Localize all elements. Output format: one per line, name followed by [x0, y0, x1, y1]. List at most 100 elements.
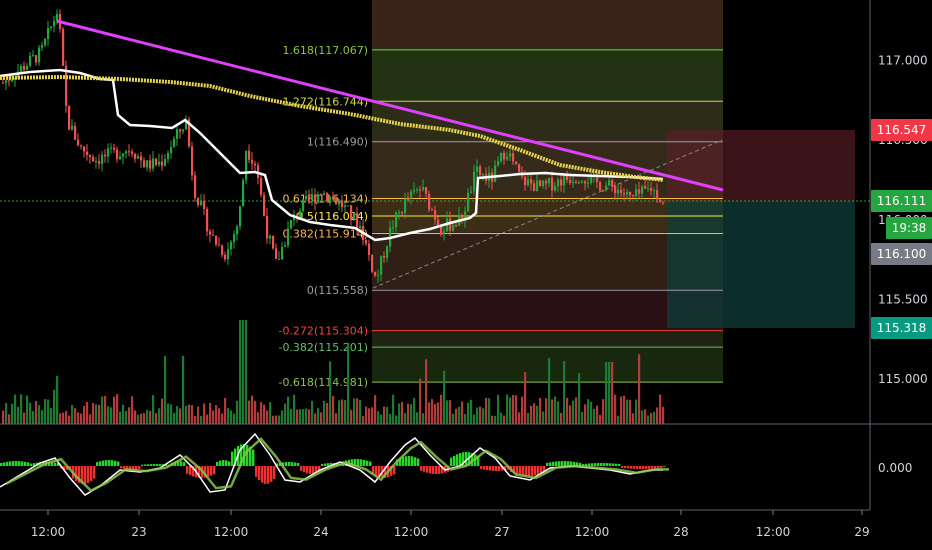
macd-histogram-bar: [426, 466, 429, 473]
macd-histogram-bar: [285, 462, 288, 466]
candle-body: [62, 28, 65, 66]
volume-bar: [353, 398, 356, 424]
volume-bar: [386, 406, 389, 424]
volume-bar: [470, 399, 473, 424]
volume-bar: [260, 402, 263, 424]
macd-histogram-bar: [258, 466, 261, 481]
macd-histogram-bar: [327, 463, 330, 466]
macd-histogram-bar: [600, 463, 603, 466]
volume-bar: [128, 407, 131, 424]
macd-histogram-bar: [546, 462, 549, 466]
candle-body: [239, 206, 242, 227]
macd-histogram-bar: [654, 466, 657, 469]
volume-bar: [359, 399, 362, 424]
macd-axis[interactable]: 0.000: [878, 461, 912, 475]
fib-zone-0: [372, 289, 723, 330]
volume-bar: [542, 411, 545, 424]
volume-bar: [413, 397, 416, 424]
candle-body: [152, 158, 155, 169]
price-tag-bg: [871, 243, 932, 265]
volume-bar: [578, 373, 581, 424]
volume-bar: [311, 400, 314, 424]
macd-histogram-bar: [249, 446, 252, 466]
volume-bar: [161, 398, 164, 424]
candle-body: [551, 178, 554, 191]
candle-body: [365, 240, 368, 244]
volume-bar: [242, 320, 245, 424]
candle-body: [116, 149, 119, 160]
macd-histogram-bar: [429, 466, 432, 474]
macd-histogram-bar: [117, 461, 120, 466]
candle-body: [650, 188, 653, 191]
macd-histogram-bar: [663, 466, 666, 467]
macd-histogram-bar: [594, 463, 597, 466]
macd-histogram-bar: [504, 466, 507, 471]
candle-body: [440, 225, 443, 235]
macd-histogram-bar: [228, 461, 231, 466]
position-target-zone[interactable]: [667, 201, 855, 328]
position-stop-zone[interactable]: [667, 130, 855, 201]
price-tag-label: 116.111: [877, 194, 927, 208]
macd-histogram-bar: [30, 463, 33, 466]
volume-bar: [545, 398, 548, 424]
candle-body: [320, 194, 323, 196]
candle-body: [545, 180, 548, 184]
volume-bar: [656, 407, 659, 424]
candle-body: [467, 192, 470, 212]
macd-histogram-bar: [633, 466, 636, 469]
macd-histogram-bar: [12, 461, 15, 466]
fib-level-label: 0.382(115.914): [282, 227, 368, 240]
volume-bar: [659, 394, 662, 424]
candle-body: [155, 158, 158, 165]
candle-body: [278, 259, 281, 261]
macd-histogram-bar: [207, 466, 210, 477]
candle-body: [341, 200, 344, 208]
volume-bar: [269, 402, 272, 424]
descending-trendline[interactable]: [56, 19, 724, 192]
macd-histogram-bar: [15, 461, 18, 466]
volume-bar: [440, 394, 443, 424]
macd-histogram-bar: [240, 444, 243, 466]
macd-histogram-bar: [597, 463, 600, 466]
volume-bar: [548, 357, 551, 424]
candle-body: [410, 191, 413, 199]
candle-body: [149, 160, 152, 169]
volume-bar: [296, 409, 299, 424]
volume-bar: [563, 361, 566, 424]
candle-body: [23, 66, 26, 70]
volume-bar: [209, 402, 212, 424]
fib-level-label: -0.272(115.304): [278, 325, 368, 338]
macd-histogram-bar: [450, 457, 453, 466]
volume-bar: [335, 413, 338, 424]
volume-bar: [224, 398, 227, 424]
volume-bar: [8, 414, 11, 424]
candle-body: [110, 147, 113, 149]
candle-body: [290, 220, 293, 229]
candle-body: [11, 79, 14, 82]
candle-body: [47, 28, 50, 39]
macd-histogram-bar: [414, 457, 417, 466]
macd-histogram-bar: [492, 466, 495, 471]
macd-histogram-bar: [93, 466, 96, 479]
candle-body: [92, 156, 95, 162]
volume-bar: [425, 359, 428, 424]
candle-body: [101, 154, 104, 164]
macd-histogram-bar: [468, 452, 471, 466]
volume-bar: [203, 403, 206, 424]
time-tick-label: 12:00: [575, 525, 610, 539]
volume-bar: [506, 394, 509, 424]
volume-bar: [191, 405, 194, 424]
macd-histogram-bar: [648, 466, 651, 469]
macd-histogram-bar: [126, 466, 129, 470]
time-axis[interactable]: 12:00 23 12:00 24 12:00 27 12:00 28 12:00 29: [31, 510, 870, 539]
macd-histogram-bar: [138, 466, 141, 469]
volume-bar: [653, 411, 656, 424]
volume-bar: [488, 398, 491, 424]
volume-bar: [266, 410, 269, 424]
volume-bar: [323, 400, 326, 424]
volume-bar: [455, 408, 458, 424]
macd-histogram-bar: [477, 455, 480, 466]
fib-level-label: 0.618(116.134): [282, 192, 368, 205]
fib-trend-dashed-line: [372, 139, 723, 289]
